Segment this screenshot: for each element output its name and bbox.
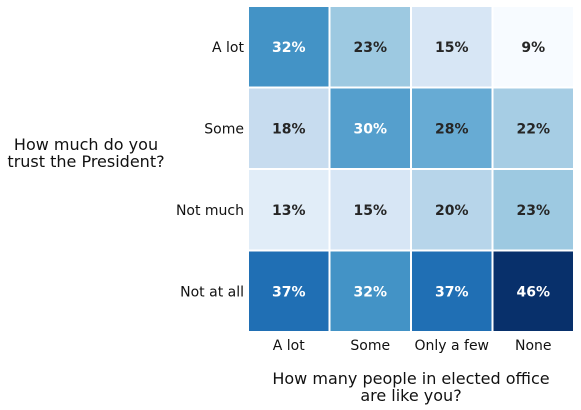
cell-value-label-r1-c1: 30% bbox=[353, 121, 387, 137]
cell-value-label-r3-c2: 37% bbox=[435, 284, 469, 300]
y-tick-label-3: Not at all bbox=[180, 284, 244, 300]
y-tick-label-2: Not much bbox=[176, 203, 244, 219]
cell-value-label-r0-c3: 9% bbox=[521, 40, 545, 56]
heatmap-cell-r1-c1 bbox=[328, 86, 412, 170]
heatmap-cell-r2-c0 bbox=[247, 168, 331, 252]
x-tick-label-0: A lot bbox=[273, 338, 305, 354]
heatmap-cell-r0-c3 bbox=[491, 5, 575, 89]
cell-value-label-r2-c3: 23% bbox=[516, 203, 550, 219]
cell-value-label-r2-c2: 20% bbox=[435, 203, 469, 219]
x-tick-label-2: Only a few bbox=[414, 338, 489, 354]
x-tick-label-3: None bbox=[515, 338, 552, 354]
heatmap-cell-r2-c3 bbox=[491, 168, 575, 252]
y-axis-title: How much do you trust the President? bbox=[0, 136, 172, 170]
y-axis-title-line-2: trust the President? bbox=[7, 152, 165, 171]
heatmap-cell-r3-c0 bbox=[247, 249, 331, 333]
cell-value-label-r2-c1: 15% bbox=[353, 203, 387, 219]
x-axis-title-line-1: How many people in elected office bbox=[272, 369, 550, 388]
cell-value-label-r3-c0: 37% bbox=[272, 284, 306, 300]
heatmap-cell-r0-c0 bbox=[247, 5, 331, 89]
cell-value-label-r2-c0: 13% bbox=[272, 203, 306, 219]
heatmap-cell-r0-c2 bbox=[410, 5, 494, 89]
heatmap-cell-r3-c3 bbox=[491, 249, 575, 333]
y-tick-labels: A lot Some Not much Not at all bbox=[176, 40, 245, 301]
cell-value-label-r1-c2: 28% bbox=[435, 121, 469, 137]
cell-value-label-r0-c1: 23% bbox=[353, 40, 387, 56]
x-tick-label-1: Some bbox=[350, 338, 390, 354]
cell-value-label-r3-c3: 46% bbox=[516, 284, 550, 300]
heatmap-cell-r2-c2 bbox=[410, 168, 494, 252]
cell-value-label-r3-c1: 32% bbox=[353, 284, 387, 300]
cell-value-label-r1-c0: 18% bbox=[272, 121, 306, 137]
x-tick-labels: A lot Some Only a few None bbox=[273, 338, 552, 354]
y-axis-title-line-1: How much do you bbox=[13, 135, 159, 154]
heatmap-cell-r3-c2 bbox=[410, 249, 494, 333]
x-axis-title-line-2: are like you? bbox=[360, 386, 462, 405]
cell-value-label-r0-c2: 15% bbox=[435, 40, 469, 56]
cell-value-label-r1-c3: 22% bbox=[516, 121, 550, 137]
cell-value-label-r0-c0: 32% bbox=[272, 40, 306, 56]
x-axis-title: How many people in elected office are li… bbox=[248, 370, 574, 404]
heatmap-cells: 32% 23% 15% 9% 18% 30% 28% 22% 13% 15% 20% 23% 37% 32… bbox=[247, 5, 575, 333]
y-tick-label-0: A lot bbox=[212, 40, 244, 56]
y-tick-label-1: Some bbox=[204, 121, 244, 137]
